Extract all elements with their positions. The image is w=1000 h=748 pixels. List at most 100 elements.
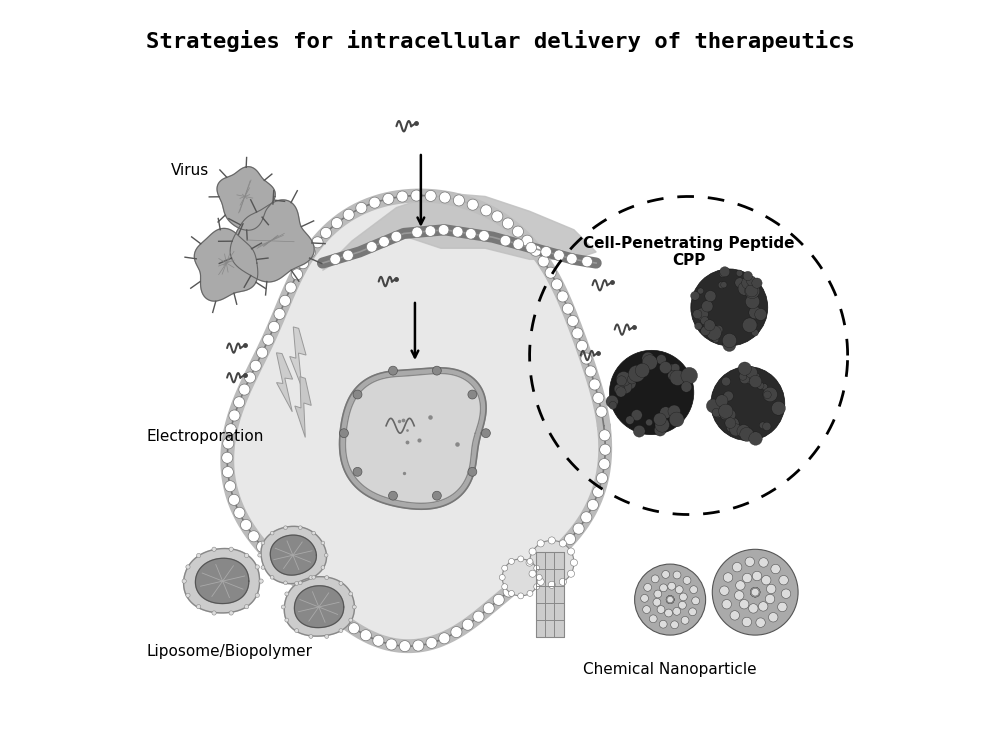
Circle shape	[274, 308, 285, 319]
Circle shape	[738, 282, 752, 295]
Polygon shape	[261, 527, 327, 583]
Circle shape	[705, 290, 716, 301]
Circle shape	[666, 595, 674, 604]
Circle shape	[599, 430, 610, 441]
Circle shape	[298, 257, 309, 269]
Circle shape	[432, 491, 441, 500]
Circle shape	[635, 564, 706, 635]
Circle shape	[295, 581, 299, 586]
Circle shape	[711, 367, 785, 441]
Circle shape	[426, 637, 437, 649]
Circle shape	[742, 373, 750, 381]
Circle shape	[750, 587, 760, 597]
Circle shape	[657, 606, 665, 613]
Circle shape	[716, 395, 728, 407]
Circle shape	[468, 468, 477, 476]
Circle shape	[284, 526, 287, 530]
Circle shape	[566, 254, 577, 264]
Circle shape	[644, 583, 652, 592]
Circle shape	[734, 591, 744, 600]
Circle shape	[720, 410, 730, 420]
Circle shape	[518, 556, 524, 562]
Circle shape	[667, 596, 673, 603]
Circle shape	[753, 373, 760, 380]
Circle shape	[548, 581, 555, 589]
Circle shape	[522, 235, 533, 246]
Circle shape	[537, 540, 544, 547]
Circle shape	[268, 322, 280, 332]
Circle shape	[360, 630, 371, 641]
Circle shape	[752, 278, 762, 288]
Circle shape	[761, 575, 771, 585]
Circle shape	[425, 226, 436, 236]
Circle shape	[714, 409, 722, 417]
Circle shape	[555, 543, 566, 554]
Circle shape	[722, 334, 737, 348]
Circle shape	[678, 601, 686, 609]
Circle shape	[559, 540, 566, 547]
Circle shape	[739, 373, 747, 380]
Circle shape	[250, 361, 261, 371]
Circle shape	[263, 334, 274, 346]
Circle shape	[389, 367, 397, 375]
Circle shape	[222, 453, 233, 463]
Circle shape	[411, 190, 422, 201]
Circle shape	[399, 640, 410, 652]
Polygon shape	[195, 558, 249, 604]
Circle shape	[624, 377, 636, 390]
Circle shape	[609, 402, 617, 409]
Circle shape	[261, 565, 265, 569]
Circle shape	[698, 288, 704, 294]
Text: Chemical Nanoparticle: Chemical Nanoparticle	[583, 662, 757, 677]
Circle shape	[502, 218, 513, 229]
Circle shape	[223, 438, 234, 449]
Text: Liposome/Biopolymer: Liposome/Biopolymer	[146, 644, 312, 659]
Circle shape	[649, 615, 657, 622]
Circle shape	[234, 396, 245, 408]
Circle shape	[758, 601, 768, 611]
Circle shape	[306, 588, 317, 599]
Circle shape	[671, 364, 680, 373]
Circle shape	[589, 379, 600, 390]
Circle shape	[562, 303, 573, 314]
Circle shape	[681, 367, 698, 384]
Circle shape	[234, 507, 245, 518]
Circle shape	[479, 230, 489, 241]
Circle shape	[391, 231, 402, 242]
Circle shape	[186, 593, 190, 598]
Text: Electroporation: Electroporation	[146, 429, 264, 444]
Circle shape	[281, 605, 285, 609]
Circle shape	[265, 551, 277, 562]
Circle shape	[769, 613, 778, 622]
Circle shape	[559, 578, 566, 586]
Circle shape	[567, 316, 578, 327]
Circle shape	[763, 422, 771, 431]
Circle shape	[581, 353, 592, 364]
Circle shape	[212, 611, 216, 615]
Circle shape	[627, 375, 637, 384]
Circle shape	[719, 270, 726, 278]
Circle shape	[749, 375, 762, 387]
Circle shape	[222, 467, 233, 478]
Circle shape	[751, 589, 759, 596]
Circle shape	[483, 603, 494, 614]
Circle shape	[654, 424, 666, 436]
Circle shape	[656, 355, 666, 364]
Circle shape	[665, 609, 672, 617]
Circle shape	[689, 608, 696, 616]
Circle shape	[616, 375, 626, 386]
Circle shape	[722, 599, 731, 609]
Circle shape	[534, 583, 540, 589]
Circle shape	[309, 576, 313, 580]
Text: Virus: Virus	[171, 163, 209, 178]
Circle shape	[596, 406, 607, 417]
Circle shape	[619, 381, 632, 393]
Circle shape	[743, 272, 752, 280]
Circle shape	[500, 236, 511, 246]
Circle shape	[526, 559, 533, 566]
FancyBboxPatch shape	[536, 551, 564, 637]
Circle shape	[349, 618, 353, 622]
Circle shape	[529, 570, 536, 577]
Circle shape	[642, 355, 657, 370]
Circle shape	[541, 246, 551, 257]
